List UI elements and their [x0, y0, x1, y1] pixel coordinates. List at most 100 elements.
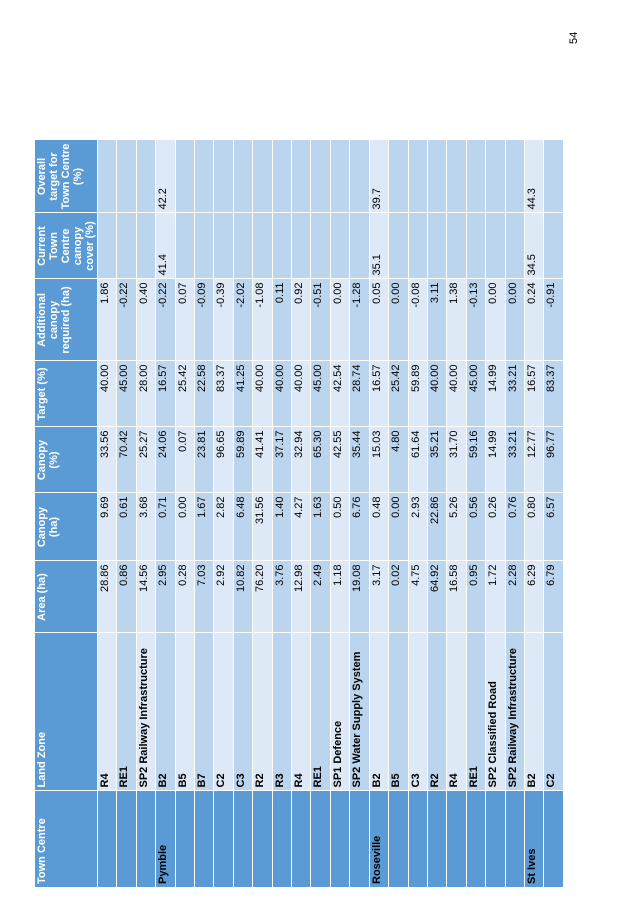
canopy-ha-cell: 2.93: [408, 493, 428, 561]
header-current-canopy: Current Town Centre canopy cover (%): [35, 213, 98, 279]
canopy-ha-cell: 0.56: [466, 493, 486, 561]
target-cell: 16.57: [369, 361, 389, 427]
additional-canopy-cell: 0.24: [524, 279, 544, 361]
overall-target-cell: [485, 140, 506, 213]
canopy-pct-cell: 15.03: [369, 427, 389, 493]
canopy-pct-cell: 42.55: [330, 427, 350, 493]
canopy-pct-cell: 35.21: [427, 427, 447, 493]
area-cell: 16.58: [446, 561, 467, 633]
land-zone-cell: B2: [369, 633, 389, 791]
town-centre-cell: St Ives: [524, 791, 544, 887]
area-cell: 19.08: [349, 561, 370, 633]
area-cell: 64.92: [427, 561, 447, 633]
area-cell: 14.56: [136, 561, 156, 633]
overall-target-cell: [194, 140, 214, 213]
canopy-pct-cell: 33.21: [505, 427, 525, 493]
target-cell: 83.37: [543, 361, 564, 427]
land-zone-cell: R3: [272, 633, 292, 791]
canopy-pct-cell: 37.17: [272, 427, 292, 493]
header-canopy-pct: Canopy (%): [35, 427, 98, 493]
canopy-pct-cell: 24.06: [155, 427, 176, 493]
table-row: C2 2.92 2.82 96.65 83.37 -0.39: [213, 140, 234, 887]
table-row: RE1 0.86 0.61 70.42 45.00 -0.22: [116, 140, 137, 887]
town-centre-cell: [427, 791, 447, 887]
current-canopy-cell: [310, 213, 331, 279]
canopy-pct-cell: 14.99: [485, 427, 506, 493]
target-cell: 59.89: [408, 361, 428, 427]
overall-target-cell: [466, 140, 486, 213]
header-area: Area (ha): [35, 561, 98, 633]
canopy-pct-cell: 12.77: [524, 427, 544, 493]
canopy-ha-cell: 1.67: [194, 493, 214, 561]
overall-target-cell: [175, 140, 195, 213]
town-centre-cell: [213, 791, 234, 887]
overall-target-cell: [543, 140, 564, 213]
area-cell: 10.82: [233, 561, 253, 633]
land-zone-cell: B2: [155, 633, 176, 791]
target-cell: 40.00: [427, 361, 447, 427]
canopy-ha-cell: 0.71: [155, 493, 176, 561]
area-cell: 3.17: [369, 561, 389, 633]
canopy-ha-cell: 0.26: [485, 493, 506, 561]
current-canopy-cell: [116, 213, 137, 279]
area-cell: 0.28: [175, 561, 195, 633]
current-canopy-cell: [291, 213, 311, 279]
canopy-ha-cell: 5.26: [446, 493, 467, 561]
table-body: R4 28.86 9.69 33.56 40.00 1.86 RE1 0.86 0.61 70.4…: [97, 140, 564, 887]
current-canopy-cell: [213, 213, 234, 279]
rotated-table-container: Town Centre Land Zone Area (ha) Canopy (…: [35, 140, 564, 887]
area-cell: 0.02: [388, 561, 408, 633]
table-row: R2 76.20 31.56 41.41 40.00 -1.08: [252, 140, 273, 887]
town-centre-cell: [310, 791, 331, 887]
town-centre-cell: Pymble: [155, 791, 176, 887]
target-cell: 33.21: [505, 361, 525, 427]
canopy-pct-cell: 23.81: [194, 427, 214, 493]
table-row: SP2 Railway Infrastructure 2.28 0.76 33.21 3…: [505, 140, 525, 887]
area-cell: 7.03: [194, 561, 214, 633]
current-canopy-cell: [97, 213, 117, 279]
table-row: St Ives B2 6.29 0.80 12.77 16.57 0.24 34.5 44.3: [524, 140, 544, 887]
land-zone-cell: C3: [233, 633, 253, 791]
canopy-pct-cell: 41.41: [252, 427, 273, 493]
overall-target-cell: [408, 140, 428, 213]
overall-target-cell: 44.3: [524, 140, 544, 213]
town-centre-cell: Roseville: [369, 791, 389, 887]
current-canopy-cell: [233, 213, 253, 279]
area-cell: 1.18: [330, 561, 350, 633]
canopy-pct-cell: 35.44: [349, 427, 370, 493]
target-cell: 40.00: [272, 361, 292, 427]
area-cell: 6.79: [543, 561, 564, 633]
table-row: RE1 0.95 0.56 59.16 45.00 -0.13: [466, 140, 486, 887]
current-canopy-cell: [446, 213, 467, 279]
table-row: B5 0.02 0.00 4.80 25.42 0.00: [388, 140, 408, 887]
overall-target-cell: [349, 140, 370, 213]
overall-target-cell: [427, 140, 447, 213]
current-canopy-cell: 35.1: [369, 213, 389, 279]
table-row: R2 64.92 22.86 35.21 40.00 3.11: [427, 140, 447, 887]
canopy-ha-cell: 1.63: [310, 493, 331, 561]
additional-canopy-cell: 1.86: [97, 279, 117, 361]
current-canopy-cell: 41.4: [155, 213, 176, 279]
table-row: R3 3.76 1.40 37.17 40.00 0.11: [272, 140, 292, 887]
town-centre-cell: [116, 791, 137, 887]
canopy-pct-cell: 61.64: [408, 427, 428, 493]
header-canopy-ha: Canopy (ha): [35, 493, 98, 561]
header-overall-target: Overall target for Town Centre (%): [35, 140, 98, 213]
canopy-pct-cell: 32.94: [291, 427, 311, 493]
current-canopy-cell: [330, 213, 350, 279]
canopy-ha-cell: 31.56: [252, 493, 273, 561]
additional-canopy-cell: 0.11: [272, 279, 292, 361]
overall-target-cell: [310, 140, 331, 213]
area-cell: 6.29: [524, 561, 544, 633]
town-centre-cell: [388, 791, 408, 887]
table-row: B7 7.03 1.67 23.81 22.58 -0.09: [194, 140, 214, 887]
canopy-pct-cell: 33.56: [97, 427, 117, 493]
canopy-ha-cell: 0.50: [330, 493, 350, 561]
area-cell: 4.75: [408, 561, 428, 633]
canopy-ha-cell: 6.76: [349, 493, 370, 561]
additional-canopy-cell: -0.39: [213, 279, 234, 361]
town-centre-cell: [194, 791, 214, 887]
canopy-ha-cell: 22.86: [427, 493, 447, 561]
area-cell: 12.98: [291, 561, 311, 633]
